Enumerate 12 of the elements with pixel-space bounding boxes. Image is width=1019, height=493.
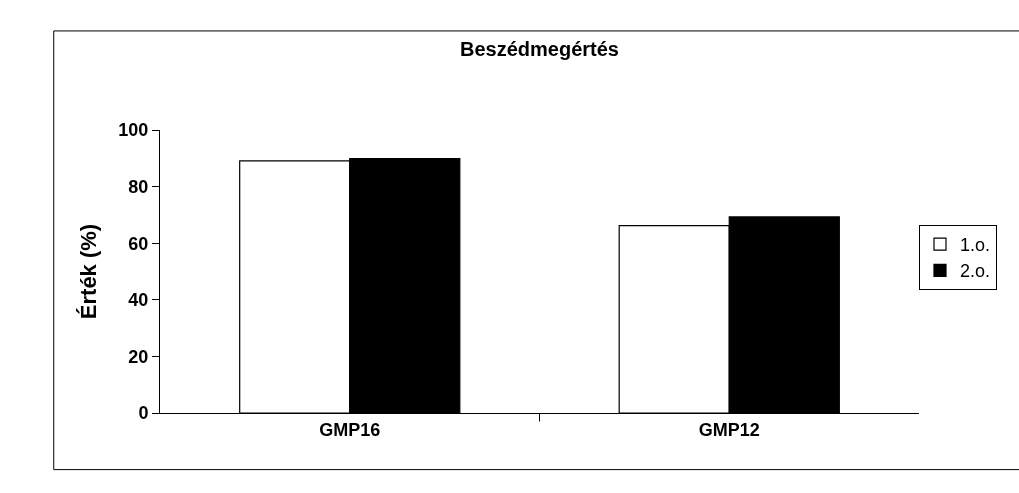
y-axis-title: Érték (%) xyxy=(76,223,102,320)
y-tick-label: 100 xyxy=(118,120,149,141)
x-tick-label: GMP16 xyxy=(319,419,381,440)
y-tick-label: 0 xyxy=(138,403,149,424)
y-tick-label: 40 xyxy=(128,290,149,311)
y-tick-label: 80 xyxy=(128,176,149,197)
chart-title: Beszédmegértés xyxy=(460,38,619,61)
x-tick-label: GMP12 xyxy=(698,419,760,440)
legend-label: 1.o. xyxy=(960,235,991,256)
legend-label: 2.o. xyxy=(960,261,991,282)
y-tick-label: 60 xyxy=(128,233,149,254)
y-tick-label: 20 xyxy=(128,346,149,367)
